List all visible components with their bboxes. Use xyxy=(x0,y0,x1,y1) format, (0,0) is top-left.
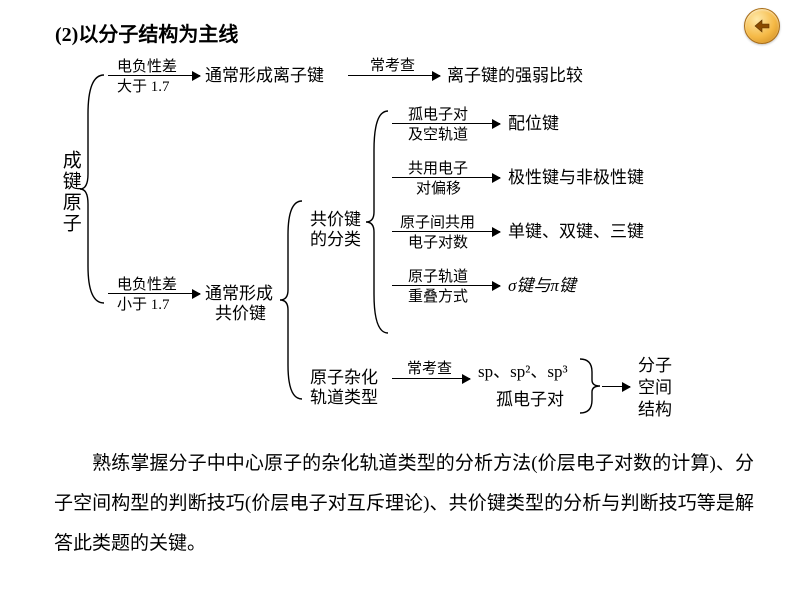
hybrid-top: sp、sp²、sp³ xyxy=(478,362,568,382)
sub1-bot: 的分类 xyxy=(310,230,361,250)
c-r4-bot: 重叠方式 xyxy=(408,288,468,306)
c-r3-arrow xyxy=(392,231,500,232)
c-r3-top: 原子间共用 xyxy=(400,214,475,232)
result-bot: 结构 xyxy=(638,400,672,420)
b1-arrow2 xyxy=(348,75,440,76)
b2-cond-bot: 小于 1.7 xyxy=(117,296,170,314)
b1-arrow-label: 常考查 xyxy=(370,57,415,75)
c-r4-top: 原子轨道 xyxy=(408,268,468,286)
c-r3-res: 单键、双键、三键 xyxy=(508,222,644,242)
brace-root xyxy=(80,74,106,304)
b2-mid-top: 通常形成 xyxy=(205,284,273,304)
sub1-top: 共价键 xyxy=(310,210,361,230)
c-r1-res: 配位键 xyxy=(508,114,559,134)
b2-arrow1 xyxy=(108,293,200,294)
footer-text: 熟练掌握分子中中心原子的杂化轨道类型的分析方法(价层电子对数的计算)、分子空间构… xyxy=(54,444,754,564)
c-r2-res: 极性键与非极性键 xyxy=(508,168,644,188)
c-r1-arrow xyxy=(392,123,500,124)
root-label: 成键原子 xyxy=(58,150,81,234)
b1-cond-bot: 大于 1.7 xyxy=(117,78,170,96)
sub2-bot: 轨道类型 xyxy=(310,388,378,408)
sub2-top: 原子杂化 xyxy=(310,368,378,388)
c-r2-bot: 对偏移 xyxy=(416,180,461,198)
b1-arrow1 xyxy=(108,75,200,76)
c-r2-arrow xyxy=(392,177,500,178)
brace-classify xyxy=(366,110,390,334)
c-r4-res: σ键与π键 xyxy=(508,276,576,296)
c-r1-top: 孤电子对 xyxy=(408,106,468,124)
result-mid: 空间 xyxy=(638,378,672,398)
c-r1-bot: 及空轨道 xyxy=(408,126,468,144)
b2-cond-top: 电负性差 xyxy=(117,276,177,294)
hybrid-arrow xyxy=(392,378,470,379)
b1-cond-top: 电负性差 xyxy=(117,58,177,76)
hybrid-bot: 孤电子对 xyxy=(496,390,564,410)
result-top: 分子 xyxy=(638,356,672,376)
c-r2-top: 共用电子 xyxy=(408,160,468,178)
hybrid-arrow-label: 常考查 xyxy=(407,360,452,378)
brace-right xyxy=(580,358,602,414)
section-title: (2)以分子结构为主线 xyxy=(55,18,238,47)
c-r4-arrow xyxy=(392,285,500,286)
b2-mid-bot: 共价键 xyxy=(215,304,266,324)
b1-result: 离子键的强弱比较 xyxy=(447,66,583,86)
back-button[interactable] xyxy=(744,8,780,44)
result-arrow xyxy=(602,386,630,387)
back-arrow-icon xyxy=(753,18,771,34)
b1-mid: 通常形成离子键 xyxy=(205,66,324,86)
c-r3-bot: 电子对数 xyxy=(408,234,468,252)
brace-covalent xyxy=(280,200,304,400)
